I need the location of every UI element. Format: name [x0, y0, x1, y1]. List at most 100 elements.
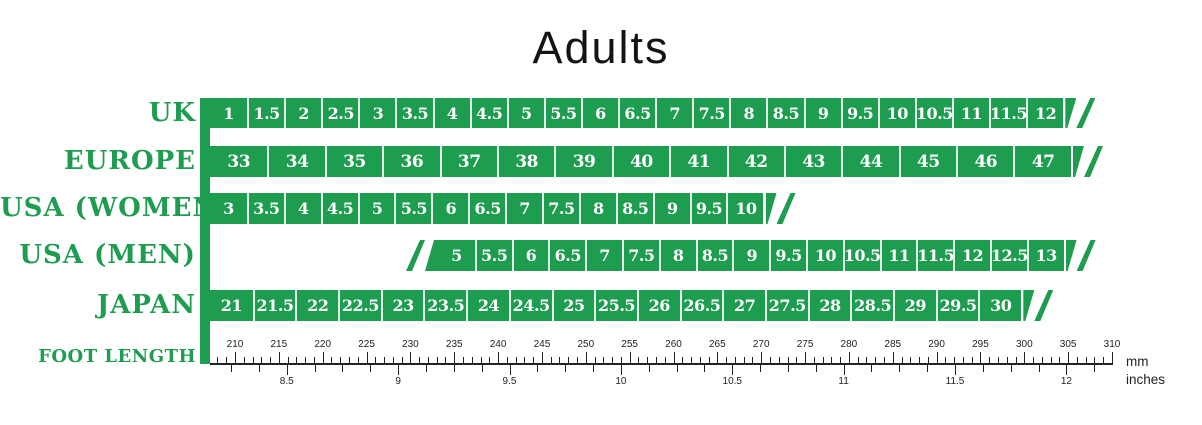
- size-cell: 3: [358, 98, 396, 128]
- mm-tick: [524, 357, 526, 363]
- size-cell: 10: [877, 98, 915, 128]
- mm-tick: [419, 357, 421, 363]
- mm-tick: [261, 357, 263, 363]
- mm-tick: [322, 352, 324, 363]
- mm-tick-label: 220: [314, 339, 332, 350]
- mm-tick-label: 260: [665, 339, 682, 350]
- mm-tick-label: 255: [621, 339, 638, 350]
- inch-tick-label: 8.5: [279, 376, 294, 387]
- mm-tick-label: 215: [270, 339, 288, 350]
- inch-tick: [620, 365, 622, 375]
- size-cell: 6: [431, 193, 469, 224]
- inch-tick: [314, 365, 316, 372]
- mm-tick: [384, 357, 386, 363]
- size-cell: 2: [284, 98, 322, 128]
- bar-end-strip: [1034, 290, 1054, 321]
- bar-end-cut: [1065, 240, 1077, 271]
- ruler-baseline: [210, 363, 1113, 365]
- mm-tick: [506, 357, 508, 363]
- inch-tick: [871, 365, 873, 372]
- mm-tick: [313, 357, 315, 363]
- mm-tick: [454, 352, 456, 363]
- mm-tick: [866, 357, 868, 363]
- mm-tick: [498, 352, 500, 363]
- mm-tick-label: 265: [709, 339, 726, 350]
- size-bar-uk: 1 1.5 2 2.5 3 3.5 4 4.5 5 5.5 6 6.5 7 7.5 8 8.5 9 9.5 10 10…: [210, 98, 1064, 128]
- mm-tick: [243, 357, 245, 363]
- size-cell: 5: [438, 240, 475, 271]
- mm-tick: [217, 357, 219, 363]
- size-cell: 6: [511, 240, 549, 271]
- mm-tick: [436, 357, 438, 363]
- row-label-uk: UK: [148, 98, 196, 128]
- size-cell: 8: [578, 193, 616, 224]
- inch-tick-label: 11: [838, 376, 849, 387]
- bar-start-cut: [425, 240, 438, 271]
- inch-tick: [370, 365, 372, 372]
- mm-tick: [1050, 357, 1052, 363]
- inch-tick: [1010, 365, 1012, 372]
- size-cell: 4: [432, 98, 470, 128]
- size-cell: 29.5: [935, 290, 979, 321]
- mm-tick: [357, 357, 359, 363]
- size-cell: 10.5: [914, 98, 953, 128]
- size-cell: 38: [496, 146, 555, 177]
- mm-tick: [989, 357, 991, 363]
- inch-tick: [982, 365, 984, 372]
- size-cell: 12.5: [989, 240, 1028, 271]
- size-cell: 1: [210, 98, 248, 128]
- mm-tick: [848, 352, 850, 363]
- size-cell: 13: [1026, 240, 1064, 271]
- mm-tick: [577, 357, 579, 363]
- size-cell: 43: [783, 146, 842, 177]
- size-cell: 5.5: [543, 98, 581, 128]
- mm-unit-label: mm: [1126, 354, 1149, 369]
- size-cell: 7.5: [692, 98, 730, 128]
- mm-tick-label: 305: [1059, 339, 1077, 350]
- inch-tick: [398, 365, 400, 375]
- mm-tick: [734, 357, 736, 363]
- mm-tick: [349, 357, 350, 363]
- size-cell: 30: [978, 290, 1022, 321]
- size-cell: 28.5: [850, 290, 893, 321]
- inch-tick: [231, 365, 233, 372]
- size-cell: 7.5: [621, 240, 659, 271]
- size-cell: 6: [580, 98, 619, 128]
- size-cell: 9: [732, 240, 770, 271]
- inch-tick: [843, 365, 845, 375]
- inch-tick: [565, 365, 567, 372]
- mm-tick: [936, 352, 938, 363]
- chart-title: Adults: [532, 22, 670, 73]
- mm-tick: [997, 357, 999, 363]
- mm-tick: [945, 357, 947, 363]
- size-cell: 7: [655, 98, 693, 128]
- size-cell: 11: [951, 98, 989, 128]
- mm-tick: [1068, 352, 1070, 363]
- size-cell: 11.5: [988, 98, 1028, 128]
- size-cell: 46: [956, 146, 1014, 177]
- size-cell: 25: [551, 290, 595, 321]
- size-cell: 42: [726, 146, 784, 177]
- mm-tick-label: 245: [533, 339, 551, 350]
- mm-tick: [892, 352, 894, 363]
- mm-tick: [252, 357, 254, 363]
- mm-tick: [655, 357, 657, 363]
- size-cell: 44: [841, 146, 899, 177]
- mm-tick: [980, 352, 982, 363]
- mm-tick: [1015, 357, 1017, 363]
- mm-tick: [717, 352, 719, 363]
- mm-tick: [796, 357, 798, 363]
- inch-tick: [955, 365, 957, 375]
- mm-tick: [1059, 357, 1061, 363]
- mm-tick: [1033, 357, 1035, 363]
- inch-tick-label: 11.5: [945, 376, 965, 387]
- size-cell: 37: [439, 146, 497, 177]
- size-cell: 3.5: [246, 193, 284, 224]
- size-cell: 10: [805, 240, 843, 271]
- mm-tick: [962, 357, 964, 363]
- row-label-usa-men: USA (MEN): [19, 240, 196, 270]
- mm-tick: [875, 357, 877, 363]
- mm-tick: [541, 352, 543, 363]
- inch-tick: [1038, 365, 1040, 372]
